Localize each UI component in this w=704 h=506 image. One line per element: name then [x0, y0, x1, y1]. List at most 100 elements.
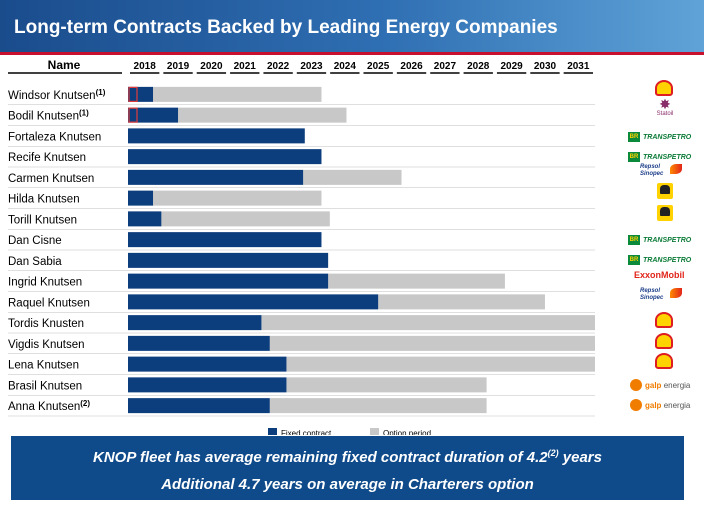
vessel-name-label: Bodil Knutsen(1) [8, 109, 89, 123]
option-period-bar [153, 86, 322, 102]
vessel-footnote: (1) [96, 88, 106, 97]
fixed-contract-bar [128, 398, 270, 414]
galp-energia-logo: galp energia [630, 396, 702, 414]
vessel-name-label: Tordis Knusten [8, 318, 84, 330]
vessel-name-label: Dan Sabia [8, 256, 62, 268]
option-period-bar [178, 107, 347, 123]
banner-line-1-tail: years [558, 449, 602, 466]
year-tick-label: 2024 [334, 61, 357, 72]
shell-logo [655, 333, 673, 349]
contract-chart: Name 2018 2019 2020 2021 2022 2023 2024 2025 2026… [8, 58, 595, 435]
page-title: Long-term Contracts Backed by Leading En… [14, 17, 558, 38]
vessel-name-label: Dan Cisne [8, 235, 62, 247]
fixed-contract-bar [128, 190, 154, 206]
transpetro-text: TRANSPETRO [643, 133, 692, 141]
transpetro-logo: BR TRANSPETRO [628, 231, 700, 249]
legend-option-label: Option period [383, 429, 431, 435]
vessel-name-label: Lena Knutsen [8, 360, 79, 372]
galp-energia-logo: galp energia [630, 376, 702, 394]
year-tick-label: 2027 [434, 61, 457, 72]
banner-line-1-text: KNOP fleet has average remaining fixed c… [93, 449, 548, 466]
option-period-bar [269, 398, 487, 414]
galp-word-text: energia [663, 380, 691, 390]
year-tick-label: 2030 [534, 61, 557, 72]
fixed-contract-bar [128, 149, 322, 165]
year-tick-label: 2025 [367, 61, 390, 72]
galp-word-text: energia [663, 400, 691, 410]
shell-logo [655, 80, 673, 96]
statoil-star-icon: ✸ [659, 96, 671, 112]
fixed-contract-bar [128, 252, 329, 268]
repsol-flame-icon [670, 164, 682, 174]
transpetro-text: TRANSPETRO [643, 153, 692, 161]
option-period-bar [261, 315, 595, 331]
option-period-bar [153, 190, 322, 206]
repsol-flame-icon [670, 288, 682, 298]
option-period-bar [303, 169, 402, 185]
shell-logo [655, 312, 673, 328]
fixed-contract-bar [128, 211, 162, 227]
galp-icon [630, 379, 642, 391]
vessel-footnote: (1) [79, 109, 89, 118]
exxonmobil-logo: ExxonMobil [634, 270, 685, 280]
vessel-name-label: Windsor Knutsen(1) [8, 88, 106, 102]
option-period-bar [328, 273, 505, 289]
year-tick-label: 2018 [134, 61, 157, 72]
fixed-contract-bar [128, 86, 154, 102]
summary-banner: KNOP fleet has average remaining fixed c… [11, 436, 684, 500]
fixed-contract-bar [128, 232, 322, 248]
transpetro-badge-icon: BR [628, 235, 640, 245]
fixed-contract-bar [128, 294, 379, 310]
fixed-contract-bar [128, 315, 262, 331]
year-tick-label: 2028 [467, 61, 490, 72]
year-tick-label: 2021 [234, 61, 257, 72]
year-tick-label: 2023 [300, 61, 323, 72]
year-tick-label: 2019 [167, 61, 190, 72]
contract-marker [128, 86, 138, 102]
banner-line-2: Additional 4.7 years on average in Chart… [161, 476, 534, 493]
year-tick-label: 2022 [267, 61, 290, 72]
eni-logo [657, 183, 673, 199]
repsol-text: Repsol [640, 164, 661, 170]
legend-option-swatch [370, 428, 379, 435]
statoil-text: Statoil [656, 111, 674, 117]
fixed-contract-bar [128, 169, 304, 185]
year-tick-label: 2029 [500, 61, 523, 72]
fixed-contract-bar [128, 128, 305, 144]
fixed-contract-bar [128, 377, 287, 393]
header-bar: Long-term Contracts Backed by Leading En… [0, 0, 704, 52]
vessel-name-label: Raquel Knutsen [8, 297, 90, 309]
eni-logo [657, 205, 673, 221]
vessel-name-label: Carmen Knutsen [8, 173, 94, 185]
eni-dog-icon [660, 185, 670, 194]
header-rule [0, 52, 704, 55]
year-tick-label: 2026 [400, 61, 423, 72]
option-period-bar [378, 294, 545, 310]
transpetro-badge-icon: BR [628, 152, 640, 162]
vessel-name-label: Torill Knutsen [8, 214, 77, 226]
statoil-logo: ✸ Statoil [650, 97, 680, 121]
vessel-name-label: Anna Knutsen(2) [8, 399, 90, 413]
vessel-name-label: Fortaleza Knutsen [8, 131, 101, 143]
legend-fixed-swatch [268, 428, 277, 435]
vessel-name-label: Recife Knutsen [8, 152, 86, 164]
transpetro-badge-icon: BR [628, 132, 640, 142]
year-tick-label: 2031 [567, 61, 590, 72]
banner-line-1: KNOP fleet has average remaining fixed c… [11, 448, 684, 466]
year-tick-label: 2020 [200, 61, 223, 72]
fixed-contract-bar [128, 107, 179, 123]
fixed-contract-bar [128, 335, 270, 351]
galp-brand-text: galp [645, 400, 662, 410]
option-period-bar [269, 335, 595, 351]
sinopec-text: Sinopec [640, 295, 664, 301]
repsol-sinopec-logo: Repsol Sinopec [640, 288, 690, 308]
vessel-name-label: Hilda Knutsen [8, 194, 80, 206]
sinopec-text: Sinopec [640, 171, 664, 177]
legend-fixed-label: Fixed contract [281, 429, 332, 435]
transpetro-badge-icon: BR [628, 255, 640, 265]
repsol-text: Repsol [640, 288, 661, 294]
banner-footnote: (2) [547, 448, 559, 458]
transpetro-logo: BR TRANSPETRO [628, 251, 700, 269]
eni-dog-icon [660, 207, 670, 216]
transpetro-text: TRANSPETRO [643, 256, 692, 264]
